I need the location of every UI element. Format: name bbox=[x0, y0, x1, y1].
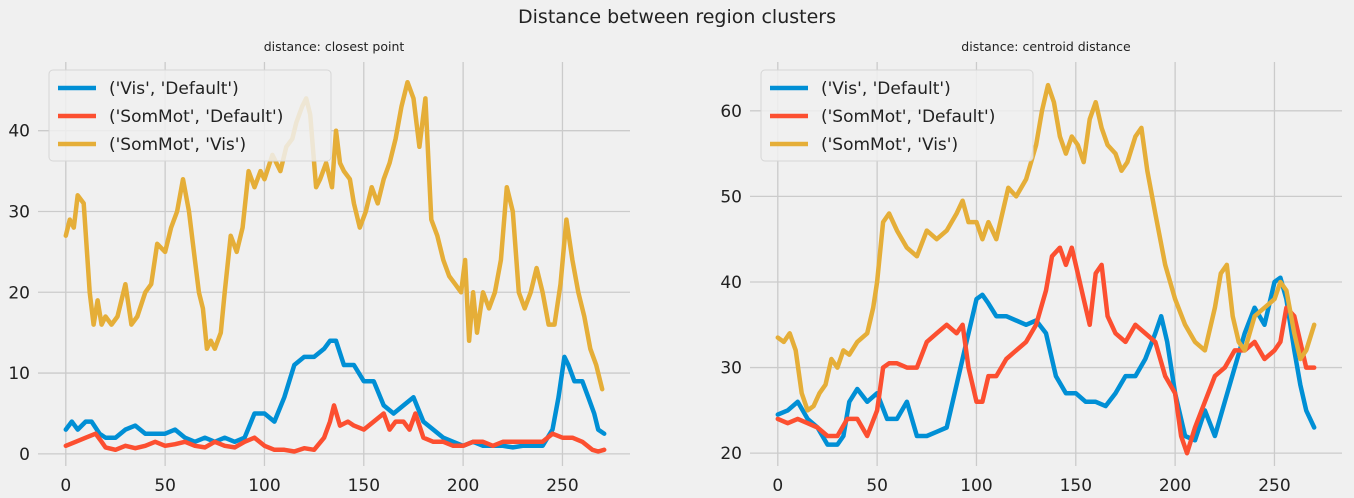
series-line-3 bbox=[775, 82, 1317, 413]
series-line-1 bbox=[63, 338, 607, 450]
series-line-1 bbox=[775, 275, 1317, 447]
legend-box bbox=[48, 69, 332, 162]
chart-panel-2: distance: centroid distance 0 50 100 150 200 2… bbox=[720, 39, 1342, 496]
y-tick-label: 40 bbox=[720, 273, 742, 293]
y-tick-label: 30 bbox=[8, 202, 30, 222]
x-tick-label: 0 bbox=[772, 476, 783, 496]
x-tick-label: 250 bbox=[546, 476, 578, 496]
x-tick-label: 100 bbox=[248, 476, 280, 496]
y-tick-label: 20 bbox=[720, 444, 742, 464]
legend-label: ('SomMot', 'Default') bbox=[109, 107, 283, 127]
y-tick-label: 0 bbox=[19, 445, 30, 465]
chart-panel-1: distance: closest point 0 50 100 150 200 250 0 1… bbox=[8, 39, 630, 496]
legend-label: ('SomMot', 'Vis') bbox=[821, 135, 958, 155]
x-tick-label: 50 bbox=[154, 476, 176, 496]
subplot-title: distance: closest point bbox=[264, 39, 405, 54]
x-tick-label: 150 bbox=[1060, 476, 1092, 496]
subplot-title: distance: centroid distance bbox=[961, 39, 1131, 54]
legend-label: ('SomMot', 'Default') bbox=[821, 107, 995, 127]
series-line-2 bbox=[63, 403, 607, 454]
legend-label: ('SomMot', 'Vis') bbox=[109, 135, 246, 155]
legend-label: ('Vis', 'Default') bbox=[821, 79, 951, 99]
x-tick-label: 0 bbox=[60, 476, 71, 496]
x-tick-label: 50 bbox=[866, 476, 888, 496]
y-tick-label: 50 bbox=[720, 187, 742, 207]
figure-title: Distance between region clusters bbox=[518, 6, 836, 28]
y-tick-label: 20 bbox=[8, 283, 30, 303]
x-tick-label: 200 bbox=[447, 476, 479, 496]
y-tick-label: 60 bbox=[720, 102, 742, 122]
series-line-2 bbox=[775, 245, 1317, 456]
legend-box bbox=[760, 69, 1034, 162]
y-tick-label: 30 bbox=[720, 359, 742, 379]
x-tick-label: 150 bbox=[348, 476, 380, 496]
legend-label: ('Vis', 'Default') bbox=[109, 79, 239, 99]
x-tick-label: 200 bbox=[1159, 476, 1191, 496]
x-tick-label: 250 bbox=[1258, 476, 1290, 496]
y-tick-label: 40 bbox=[8, 122, 30, 142]
series-line-3 bbox=[63, 79, 605, 392]
y-tick-label: 10 bbox=[8, 364, 30, 384]
x-tick-label: 100 bbox=[960, 476, 992, 496]
